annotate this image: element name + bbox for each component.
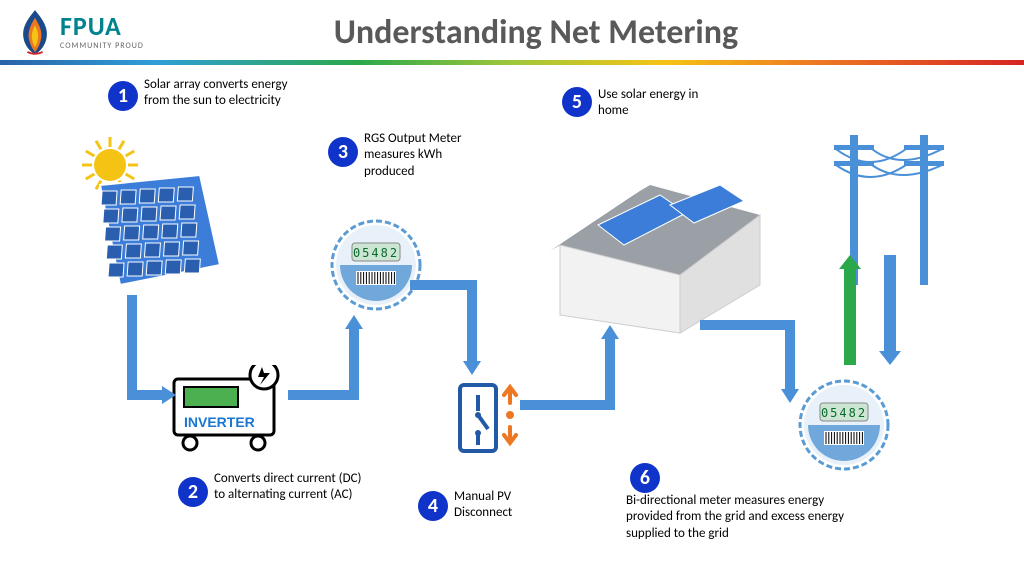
step-text-6: Bi-directional meter measures energy pro… (626, 493, 856, 542)
step-badge-1: 1 (108, 81, 138, 111)
step-badge-6: 6 (630, 463, 660, 493)
step-badge-4: 4 (418, 491, 448, 521)
logo-sub: COMMUNITY PROUD (60, 41, 144, 51)
header: FPUA COMMUNITY PROUD Understanding Net M… (0, 0, 1024, 60)
meter-graphic: 05482 (794, 375, 894, 475)
step-text-1: Solar array converts energy from the sun… (144, 77, 294, 110)
page-title: Understanding Net Metering (144, 12, 1008, 53)
diagram-canvas: INVERTER 05482 05482 1Solar array converts … (0, 65, 1024, 565)
logo-text: FPUA COMMUNITY PROUD (60, 13, 144, 51)
pv-disconnect-graphic (454, 377, 534, 467)
step-text-4: Manual PV Disconnect (454, 489, 554, 522)
logo-main: FPUA (60, 13, 144, 39)
svg-text:INVERTER: INVERTER (184, 414, 255, 430)
step-text-3: RGS Output Meter measures kWh produced (364, 131, 474, 180)
solar-panel-graphic (70, 135, 240, 295)
step-text-5: Use solar energy in home (598, 87, 718, 120)
svg-text:05482: 05482 (353, 246, 399, 260)
step-badge-5: 5 (562, 87, 592, 117)
power-pole-graphic (820, 125, 970, 295)
meter-graphic: 05482 (326, 215, 426, 315)
step-text-2: Converts direct current (DC) to alternat… (214, 471, 374, 504)
step-badge-3: 3 (328, 137, 358, 167)
inverter-graphic: INVERTER (170, 365, 290, 455)
step-badge-2: 2 (178, 477, 208, 507)
logo: FPUA COMMUNITY PROUD (16, 8, 144, 56)
flame-icon (16, 8, 54, 56)
house-graphic (540, 165, 770, 335)
svg-text:05482: 05482 (821, 406, 867, 420)
